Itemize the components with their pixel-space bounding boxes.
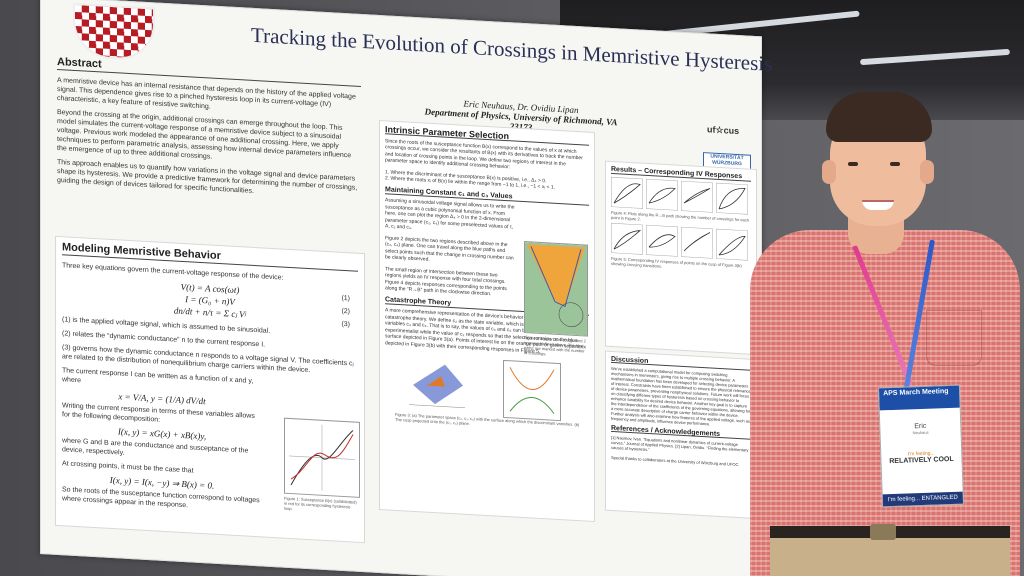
presenter: APS March Meeting Eric Neuhaus I'm feeli… <box>740 90 1024 576</box>
maintaining-p1: Assuming a sinusoidal voltage signal all… <box>385 197 515 231</box>
shirt-pocket <box>926 310 982 366</box>
belt-buckle <box>870 524 896 540</box>
maintaining-p3: The small region of intersection between… <box>385 265 507 298</box>
iv-plot <box>716 228 748 261</box>
figure-3b-plot <box>503 359 561 422</box>
iv-plot <box>681 180 713 213</box>
intrinsic-section: Intrinsic Parameter Selection Since the … <box>379 119 595 523</box>
iv-plot <box>611 222 643 255</box>
maintaining-p2: Figure 2 depicts the two regions describ… <box>385 234 514 263</box>
figure-4-grid <box>611 176 751 215</box>
figure-3-area: Figure 3: (a) The parameter space (c₂, c… <box>385 351 589 432</box>
abstract-section: Abstract A memristive device has an inte… <box>57 56 361 207</box>
iv-plot <box>716 182 748 215</box>
discussion-section: Discussion We've established a computati… <box>605 350 757 520</box>
ufocus-logo: uf☆cus <box>707 124 740 137</box>
presenter-smile <box>862 200 894 210</box>
equation-number-1: (1) <box>341 294 350 303</box>
badge-line-2: RELATIVELY COOL <box>889 455 954 466</box>
figure-1-caption: Figure 1: Susceptance B(x) (solid/dotted… <box>284 495 357 512</box>
equation-number-2: (2) <box>341 307 350 316</box>
name-badge: APS March Meeting Eric Neuhaus I'm feeli… <box>877 384 965 508</box>
presenter-ear <box>920 160 934 184</box>
iv-plot <box>646 224 678 257</box>
badge-event: APS March Meeting <box>878 385 960 411</box>
figure-2-plot <box>524 241 588 337</box>
badge-line-3: I'm feeling... ENTANGLED <box>882 491 964 507</box>
references-p2: Special thanks to collaborators at the U… <box>611 454 740 468</box>
figure-2-caption: Figure 2: Region 1 in orange and 2 in gr… <box>524 335 586 357</box>
figure-3a-plot <box>405 354 469 414</box>
equation-numbers: (1) (2) (3) <box>341 292 350 331</box>
iv-plot <box>681 226 713 259</box>
presenter-ear <box>822 160 836 184</box>
presenter-hair <box>826 92 932 142</box>
presenter-shirt <box>750 230 1020 576</box>
presenter-eye <box>890 162 900 166</box>
figure-5-grid <box>611 222 751 261</box>
iv-plot <box>611 176 643 209</box>
equation-number-3: (3) <box>341 320 350 329</box>
figure-1-plot <box>284 417 360 498</box>
results-section: Results – Corresponding IV Responses Fig… <box>605 160 757 356</box>
presenter-eye <box>848 162 858 166</box>
discussion-p1: We've established a computational model … <box>611 365 751 427</box>
modeling-section: Modeling Memristive Behavior Three key e… <box>55 235 365 544</box>
iv-plot <box>646 178 678 211</box>
university-crest <box>73 2 155 62</box>
research-poster: Tracking the Evolution of Crossings in M… <box>40 0 772 576</box>
